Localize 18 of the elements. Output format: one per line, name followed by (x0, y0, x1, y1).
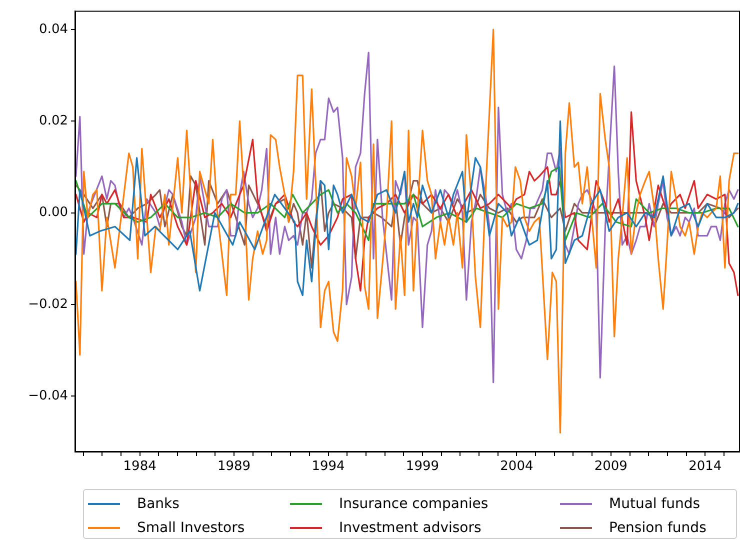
legend-label: Banks (137, 496, 180, 512)
y-tick-label: 0.00 (39, 205, 68, 220)
y-tick-label: 0.04 (39, 22, 68, 37)
legend-label: Small Investors (137, 520, 245, 536)
x-tick-label: 2009 (594, 459, 628, 474)
legend-label: Pension funds (609, 520, 706, 536)
legend-label: Investment advisors (339, 520, 482, 536)
x-tick-label: 2014 (688, 459, 722, 474)
x-tick-label: 1994 (312, 459, 345, 474)
y-tick-label: −0.02 (28, 296, 68, 312)
x-tick-label: 1989 (217, 459, 251, 474)
x-tick-label: 1984 (123, 459, 156, 474)
legend-label: Insurance companies (339, 496, 488, 512)
x-tick-label: 1999 (406, 459, 440, 474)
y-tick-label: 0.02 (39, 114, 68, 129)
legend-label: Mutual funds (609, 496, 700, 512)
y-tick-label: −0.04 (28, 388, 68, 404)
x-tick-label: 2004 (500, 459, 534, 474)
